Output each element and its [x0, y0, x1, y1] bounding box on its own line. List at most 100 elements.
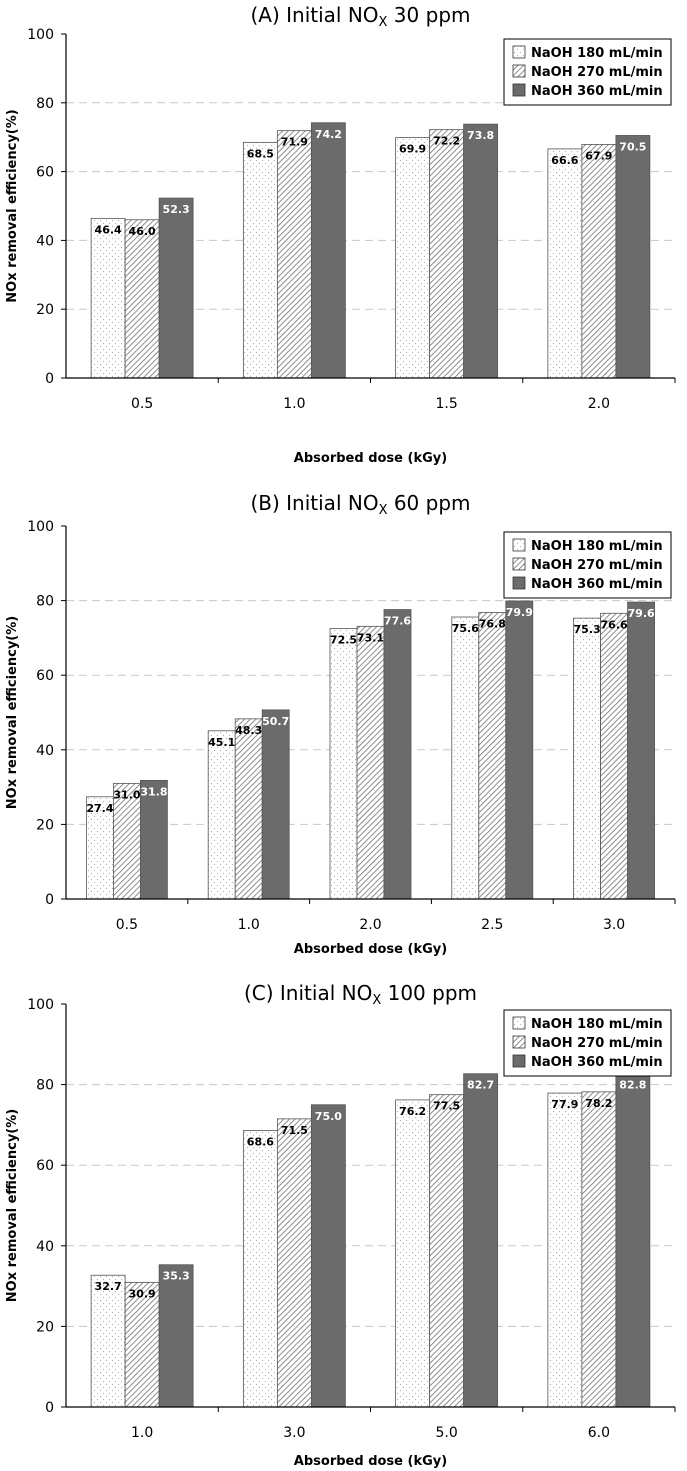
x-tick-label: 1.0: [238, 917, 260, 933]
data-label: 71.9: [281, 136, 308, 149]
bar: [600, 612, 628, 900]
data-label: 71.5: [281, 1124, 308, 1137]
legend-swatch: [512, 538, 526, 552]
chart-panel-a: (A) Initial NOX 30 ppm 0 20 40 60 80 100 NOx re…: [0, 0, 687, 468]
bar: [505, 600, 534, 900]
data-label: 82.7: [467, 1079, 494, 1092]
y-tick-label: 20: [36, 302, 54, 318]
data-label: 75.6: [452, 622, 479, 635]
legend: NaOH 180 mL/min NaOH 270 mL/min NaOH 360 m…: [503, 38, 672, 106]
legend-label: NaOH 180 mL/min: [531, 539, 663, 554]
y-tick-label: 80: [36, 1078, 54, 1094]
data-label: 52.3: [163, 203, 190, 216]
bar: [207, 730, 236, 900]
bar: [429, 129, 465, 379]
bar: [573, 617, 601, 900]
legend-label: NaOH 360 mL/min: [531, 84, 663, 99]
data-label: 69.9: [399, 143, 426, 156]
legend-swatch: [512, 557, 526, 571]
bar: [310, 122, 346, 379]
data-label: 46.0: [129, 225, 156, 238]
y-tick-label: 60: [36, 668, 54, 684]
x-tick-label: 3.0: [283, 1425, 305, 1441]
legend: NaOH 180 mL/min NaOH 270 mL/min NaOH 360 m…: [503, 531, 672, 599]
data-label: 73.1: [357, 631, 384, 644]
data-label: 45.1: [208, 736, 235, 749]
bar: [90, 217, 126, 379]
data-label: 66.6: [551, 154, 578, 167]
x-tick-label: 2.5: [481, 917, 503, 933]
data-label: 77.9: [551, 1098, 578, 1111]
data-label: 77.6: [384, 615, 411, 628]
bar: [276, 1118, 312, 1408]
data-label: 48.3: [235, 724, 262, 737]
bar: [383, 609, 412, 900]
bar: [463, 1073, 499, 1408]
chart-title: (B) Initial NOX 60 ppm: [250, 491, 470, 518]
bar: [234, 718, 263, 900]
legend-label: NaOH 360 mL/min: [531, 577, 663, 592]
x-tick-label: 1.5: [435, 396, 457, 412]
legend-swatch: [512, 1016, 526, 1030]
y-tick-label: 100: [27, 27, 54, 43]
bar: [242, 1130, 278, 1408]
x-tick-label: 1.0: [283, 396, 305, 412]
bar: [90, 1274, 126, 1408]
legend-swatch: [512, 64, 526, 78]
data-label: 67.9: [585, 149, 612, 162]
y-tick-label: 60: [36, 165, 54, 181]
bar: [395, 137, 431, 379]
data-label: 31.8: [140, 785, 167, 798]
legend-label: NaOH 360 mL/min: [531, 1055, 663, 1070]
bar: [615, 1072, 651, 1408]
y-tick-label: 20: [36, 817, 54, 833]
data-label: 70.5: [619, 140, 646, 153]
legend-box: [503, 531, 672, 599]
data-label: 74.2: [315, 128, 342, 141]
bar: [124, 1282, 160, 1408]
bar: [329, 628, 358, 900]
bar: [242, 141, 278, 379]
x-tick-label: 2.0: [359, 917, 381, 933]
bar: [124, 219, 160, 379]
y-tick-label: 20: [36, 1319, 54, 1335]
x-tick-label: 6.0: [588, 1425, 610, 1441]
data-label: 30.9: [129, 1287, 156, 1300]
bar: [463, 123, 499, 379]
data-label: 72.5: [330, 634, 357, 647]
y-tick-label: 80: [36, 594, 54, 610]
y-tick-label: 0: [45, 1400, 54, 1416]
data-label: 78.2: [585, 1097, 612, 1110]
data-label: 68.6: [247, 1136, 274, 1149]
y-tick-label: 0: [45, 892, 54, 908]
chart-title: (A) Initial NOX 30 ppm: [251, 3, 471, 30]
data-label: 76.2: [399, 1105, 426, 1118]
x-tick-label: 1.0: [131, 1425, 153, 1441]
bar: [139, 779, 168, 900]
x-tick-label: 0.5: [131, 396, 153, 412]
legend-swatch: [512, 45, 526, 59]
bar: [310, 1104, 346, 1408]
data-label: 79.9: [506, 606, 533, 619]
data-label: 79.6: [628, 607, 655, 620]
legend-swatch: [512, 1035, 526, 1049]
bar: [113, 782, 141, 900]
bar: [356, 625, 385, 900]
data-label: 82.8: [619, 1078, 646, 1091]
y-tick-label: 0: [45, 371, 54, 387]
x-tick-label: 3.0: [603, 917, 625, 933]
data-label: 68.5: [247, 147, 274, 160]
x-tick-label: 0.5: [116, 917, 138, 933]
bar: [158, 197, 194, 379]
data-label: 27.4: [86, 802, 113, 815]
legend-box: [503, 38, 672, 106]
bar: [276, 130, 312, 379]
data-label: 77.5: [433, 1100, 460, 1113]
data-label: 76.8: [479, 618, 506, 631]
data-label: 35.3: [163, 1270, 190, 1283]
bar: [615, 135, 651, 379]
legend-label: NaOH 270 mL/min: [531, 65, 663, 80]
x-tick-label: 2.0: [588, 396, 610, 412]
chart-panel-b: (B) Initial NOX 60 ppm 0 20 40 60 80 100 NOx re…: [0, 488, 687, 970]
data-label: 32.7: [95, 1280, 122, 1293]
